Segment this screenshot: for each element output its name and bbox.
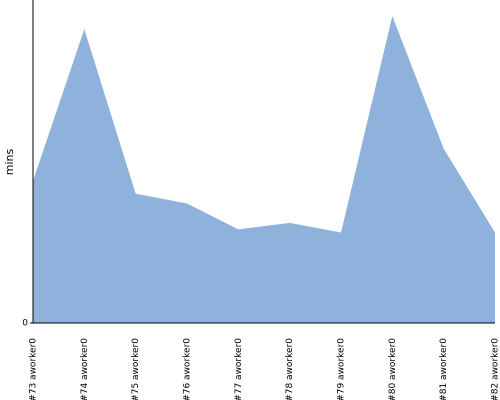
y-axis-label: mins bbox=[3, 148, 16, 175]
x-tick-label: #76 aworker0 bbox=[183, 338, 193, 400]
x-tick-label: #74 aworker0 bbox=[80, 338, 90, 400]
x-tick-label: #79 aworker0 bbox=[337, 338, 347, 400]
y-tick-label: 0 bbox=[22, 319, 28, 329]
x-tick-label: #81 aworker0 bbox=[439, 338, 449, 400]
area bbox=[33, 16, 495, 324]
x-tick-label: #75 aworker0 bbox=[131, 338, 141, 400]
x-tick-label: #73 aworker0 bbox=[29, 338, 39, 400]
x-tick-label: #78 aworker0 bbox=[285, 338, 295, 400]
x-tick-label: #77 aworker0 bbox=[234, 338, 244, 400]
x-tick-label: #82 aworker0 bbox=[491, 338, 500, 400]
x-tick-label: #80 aworker0 bbox=[388, 338, 398, 400]
